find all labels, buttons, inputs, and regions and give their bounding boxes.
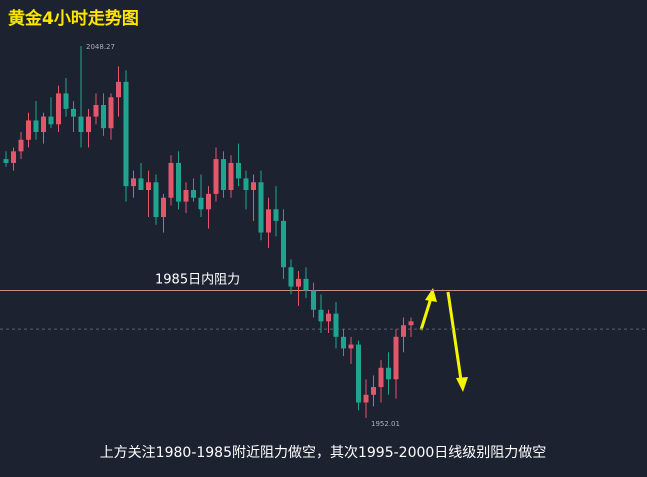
resistance-label: 1985日内阻力 [155, 271, 240, 287]
candle-body [266, 209, 271, 233]
candle-body [101, 105, 106, 129]
candle-body [138, 178, 144, 190]
candle-body [378, 367, 384, 388]
candle-body [3, 159, 9, 163]
candle-body [288, 267, 294, 287]
candle-body [273, 209, 279, 221]
candle-body [153, 182, 159, 218]
candle-body [213, 159, 219, 194]
candle-body [371, 387, 376, 395]
candle-body [206, 193, 211, 210]
candle-body [341, 336, 346, 349]
candle-body [183, 190, 189, 202]
candle-body [93, 105, 99, 117]
candle-body [228, 162, 234, 190]
candle-body [116, 81, 121, 98]
candle-body [176, 162, 181, 202]
candle-body [131, 178, 136, 187]
candle-body [108, 97, 114, 129]
candle-body [78, 116, 84, 133]
candle-body [56, 93, 61, 125]
candle-body [71, 108, 76, 117]
note: 上方关注1980-1985附近阻力做空，其次1995-2000日线级别阻力做空 [100, 445, 547, 461]
candle-body [348, 344, 354, 349]
candle-body [123, 81, 129, 187]
candle-body [11, 151, 16, 163]
candle-body [318, 309, 324, 322]
candle-body [243, 178, 249, 190]
candle-body [251, 182, 256, 190]
candle-body [401, 325, 406, 337]
arrows [419, 288, 468, 392]
candle-body [86, 116, 91, 133]
high-label: 2048.27 [86, 43, 115, 51]
candle-body [168, 162, 174, 198]
candle-body [161, 197, 166, 218]
low-label: 1952.01 [371, 420, 400, 428]
candle-body [393, 336, 399, 380]
candle-body [198, 197, 204, 210]
candle-body [333, 313, 339, 337]
candle-body [356, 344, 361, 403]
candle-body [48, 116, 54, 125]
candle-body [41, 116, 46, 133]
candle-body [281, 220, 286, 268]
candle-body [33, 120, 39, 133]
candle-body [63, 93, 69, 109]
candle-body [363, 394, 369, 403]
candle-body [311, 290, 316, 310]
candle-body [26, 120, 31, 140]
candle-body [386, 367, 391, 380]
candle-body [18, 139, 24, 152]
candle-body [408, 321, 414, 326]
candle-body [303, 278, 309, 291]
candle-body [236, 162, 241, 179]
candle-body [146, 182, 151, 190]
candle-body [326, 313, 331, 322]
candle-body [221, 159, 226, 190]
chart-title: 黄金4小时走势图 [8, 8, 139, 29]
candle-body [296, 278, 301, 287]
candle-body [258, 182, 264, 233]
candle-body [191, 190, 196, 198]
